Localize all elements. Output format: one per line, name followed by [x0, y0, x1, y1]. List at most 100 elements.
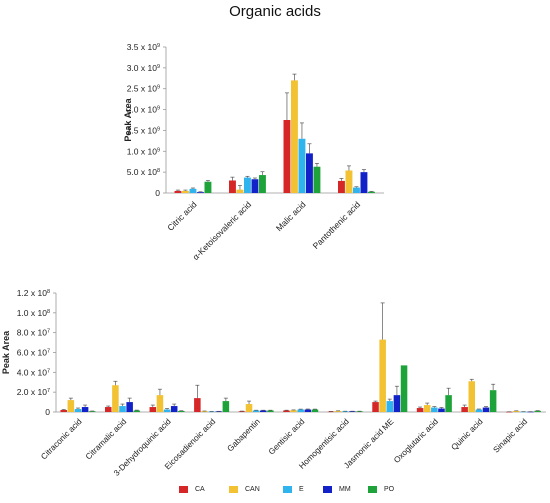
legend-swatch-mm: [323, 486, 332, 493]
legend-label-can: CAN: [245, 486, 260, 493]
bottom-y-tick-label: 0: [45, 407, 50, 417]
legend: CA CAN E MM PO: [0, 486, 550, 500]
bottom-bar-eicosadienoic-acid-po: [222, 401, 230, 412]
bottom-bar-jasmonic-acid-me-e: [386, 401, 394, 412]
bottom-bar-quinic-acid-po: [489, 390, 497, 412]
bottom-bar-gentisic-acid-ca: [283, 410, 290, 412]
bottom-y-axis-title: Peak Area: [1, 330, 11, 374]
bottom-y-tick-label: 6.0 x 107: [17, 348, 50, 358]
top-bar-malic-acid-e: [298, 138, 306, 193]
top-bar-pantothenic-acid-can: [345, 170, 353, 193]
bottom-category-label-citramalic-acid: Citramalic acid: [84, 417, 129, 462]
bottom-bar-citramalic-acid-po: [133, 410, 141, 412]
legend-label-mm: MM: [339, 486, 351, 493]
bottom-bar-homogentisic-acid-ca: [327, 411, 335, 413]
bottom-bar-citraconic-acid-e: [74, 409, 82, 412]
bottom-bar-3-dehydroquinic-acid-e: [163, 409, 171, 412]
legend-item-mm: MM: [323, 486, 351, 493]
bottom-bar-citramalic-acid-ca: [105, 407, 112, 412]
bottom-bar-gabapentin-ca: [238, 411, 246, 412]
bottom-category-label-gabapentin: Gabapentin: [226, 417, 263, 454]
bottom-bar-quinic-acid-e: [475, 409, 483, 412]
bottom-category-label-oxoglutaric-acid: Oxoglutaric acid: [392, 417, 440, 465]
bottom-bar-gentisic-acid-po: [311, 409, 319, 412]
legend-swatch-po: [368, 486, 377, 493]
legend-label-e: E: [299, 486, 304, 493]
legend-item-can: CAN: [229, 486, 260, 493]
bottom-bar-jasmonic-acid-me-ca: [372, 402, 379, 412]
bottom-y-tick-label: 8.0 x 107: [17, 328, 50, 338]
bottom-bar-gentisic-acid-e: [297, 409, 304, 412]
top-bar-citric-acid-can: [182, 190, 189, 193]
legend-swatch-can: [229, 486, 238, 493]
bottom-bar-gabapentin-e: [252, 410, 260, 412]
top-bar-ketoisovaleric-acid-e: [244, 177, 251, 193]
bottom-bar-quinic-acid-ca: [461, 407, 468, 412]
bottom-bar-gabapentin-mm: [260, 410, 267, 412]
bottom-bar-oxoglutaric-acid-po: [445, 395, 452, 412]
bottom-bar-sinapic-acid-can: [513, 411, 520, 412]
top-bar-citric-acid-mm: [197, 192, 204, 193]
bottom-bar-oxoglutaric-acid-can: [423, 405, 431, 412]
chart-top: 0 5.0 x 108 1.0 x 109 1.5 x 109 2.0 x 109 2.5…: [123, 42, 384, 260]
bottom-bar-gabapentin-can: [245, 404, 253, 412]
bottom-bar-jasmonic-acid-me-po: [400, 365, 408, 412]
legend-item-ca: CA: [179, 486, 205, 493]
bottom-bar-eicosadienoic-acid-ca: [194, 398, 201, 412]
top-bar-malic-acid-po: [313, 166, 321, 193]
top-bar-citric-acid-e: [189, 188, 197, 193]
bottom-y-tick-label: 1.0 x 108: [17, 308, 50, 318]
bottom-bar-3-dehydroquinic-acid-po: [178, 411, 185, 412]
legend-label-ca: CA: [195, 486, 205, 493]
legend-swatch-e: [283, 486, 292, 493]
bottom-bar-gentisic-acid-can: [290, 410, 297, 412]
bottom-bar-gabapentin-po: [267, 410, 274, 412]
bottom-category-label-sinapic-acid: Sinapic acid: [492, 417, 530, 455]
top-y-tick-label: 2.5 x 109: [127, 84, 160, 94]
bottom-bar-3-dehydroquinic-acid-mm: [170, 406, 178, 412]
chart-bottom: 0 2.0 x 107 4.0 x 107 6.0 x 107 8.0 x 107 1.0…: [1, 288, 546, 478]
top-y-tick-label: 1.0 x 109: [127, 146, 160, 156]
bottom-bar-citraconic-acid-mm: [81, 407, 89, 412]
bottom-y-tick-label: 1.2 x 108: [17, 288, 50, 298]
bottom-category-label-gentisic-acid: Gentisic acid: [267, 417, 307, 457]
bottom-bar-oxoglutaric-acid-e: [431, 407, 438, 412]
top-bar-pantothenic-acid-po: [368, 191, 375, 193]
bottom-bar-oxoglutaric-acid-ca: [416, 408, 424, 412]
bottom-bar-oxoglutaric-acid-mm: [438, 408, 445, 412]
bottom-bar-citraconic-acid-ca: [60, 410, 67, 412]
bottom-bar-eicosadienoic-acid-e: [208, 411, 215, 413]
top-bar-pantothenic-acid-mm: [360, 172, 368, 193]
bottom-category-label-quinic-acid: Quinic acid: [450, 417, 485, 452]
top-y-axis-title: Peak Area: [123, 97, 133, 141]
bottom-y-tick-label: 2.0 x 107: [17, 387, 50, 397]
bottom-bar-3-dehydroquinic-acid-can: [156, 395, 164, 412]
bottom-bar-citraconic-acid-can: [67, 400, 75, 412]
bottom-bar-quinic-acid-can: [468, 381, 476, 412]
top-y-tick-label: 3.5 x 109: [127, 42, 160, 52]
top-bar-ketoisovaleric-acid-ca: [229, 180, 236, 193]
chart-title: Organic acids: [229, 3, 321, 20]
top-category-label-citric-acid: Citric acid: [165, 199, 199, 233]
bottom-category-label-jasmonic-acid-me: Jasmonic acid ME: [342, 417, 396, 471]
bottom-bar-sinapic-acid-po: [534, 410, 541, 412]
bottom-bar-homogentisic-acid-e: [341, 411, 349, 412]
top-y-tick-label: 5.0 x 108: [127, 167, 160, 177]
top-bar-malic-acid-mm: [306, 153, 313, 193]
top-bar-pantothenic-acid-e: [353, 187, 360, 193]
legend-item-po: PO: [368, 486, 394, 493]
top-category-label-malic-acid: Malic acid: [274, 199, 308, 233]
top-bar-ketoisovaleric-acid-can: [236, 189, 244, 193]
top-y-tick-label: 0: [155, 188, 160, 198]
top-category-label-pantothenic-acid: Pantothenic acid: [311, 199, 363, 251]
top-bar-pantothenic-acid-ca: [338, 180, 345, 193]
bottom-bar-citramalic-acid-mm: [126, 402, 133, 412]
bottom-bar-homogentisic-acid-can: [334, 411, 342, 412]
legend-swatch-ca: [179, 486, 188, 493]
legend-item-e: E: [283, 486, 304, 493]
bottom-bar-citramalic-acid-e: [119, 406, 126, 412]
bottom-category-label-citraconic-acid: Citraconic acid: [39, 417, 84, 462]
top-category-label-ketoisovaleric-acid: α-Ketoisovaleric acid: [190, 199, 253, 260]
top-y-tick-label: 1.5 x 109: [127, 125, 160, 135]
